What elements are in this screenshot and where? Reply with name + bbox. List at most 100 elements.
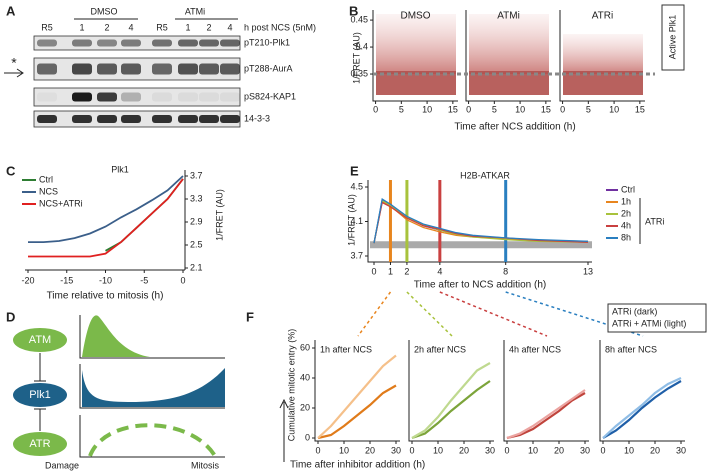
scatter-cloud <box>376 14 456 75</box>
plot-title: DMSO <box>401 11 431 22</box>
x-tick-label: 10 <box>624 445 634 455</box>
line <box>373 199 589 244</box>
x-tick-label: 10 <box>339 445 349 455</box>
x-tick-label: 0 <box>180 275 185 285</box>
plot-title: ATMi <box>497 11 520 22</box>
legend-label: NCS+ATRi <box>39 198 83 208</box>
x-tick-label: -15 <box>60 275 73 285</box>
line <box>28 175 184 243</box>
x-tick-label: -10 <box>99 275 112 285</box>
x-axis-label: Time after NCS addition (h) <box>454 122 575 133</box>
group-label: DMSO <box>91 6 118 16</box>
x-tick-label: 0 <box>466 104 471 114</box>
plk1-activity <box>82 368 225 407</box>
node-label: ATM <box>29 334 51 346</box>
y-tick-label: 3.7 <box>350 250 363 260</box>
blot-band <box>97 115 117 123</box>
axis <box>79 415 225 458</box>
marker: * <box>11 55 17 71</box>
axis <box>465 10 551 102</box>
legend-label: 1h <box>621 196 631 206</box>
connector <box>357 291 392 337</box>
badge-label: Active Plk1 <box>667 15 677 60</box>
blot-band <box>199 115 219 123</box>
blot-band <box>121 92 141 102</box>
axis <box>372 10 458 102</box>
x-tick-label: 4 <box>437 266 442 276</box>
x-axis-label: Time relative to mitosis (h) <box>47 291 164 302</box>
blot-band <box>121 63 141 75</box>
x-tick-label: 8 <box>503 266 508 276</box>
arrow <box>4 68 24 78</box>
blot-band <box>152 63 172 75</box>
blot-label: pS824-KAP1 <box>244 91 296 101</box>
blot-band <box>37 63 57 75</box>
atr-node <box>13 432 67 456</box>
y-tick-label: 3.3 <box>190 193 203 203</box>
x-tick-label: 30 <box>391 445 401 455</box>
blot-band <box>178 92 198 102</box>
legend-box <box>607 303 707 333</box>
panel-label: E <box>350 163 359 178</box>
line <box>105 178 184 252</box>
blot-band <box>97 92 117 102</box>
x-tick-label: 20 <box>554 445 564 455</box>
lane-label: 1 <box>79 22 84 32</box>
atm-node <box>13 328 67 352</box>
y-tick-label: 20 <box>300 402 310 412</box>
scatter-dense <box>469 71 549 95</box>
lane-label: 1 <box>185 22 190 32</box>
x-tick-label: -5 <box>140 275 148 285</box>
axis <box>503 340 589 442</box>
line <box>317 354 397 439</box>
blot-band <box>121 115 141 123</box>
blot-label: pT210-Plk1 <box>244 37 290 47</box>
plot-title: 1h after NCS <box>320 344 372 354</box>
x-tick-label: 5 <box>492 104 497 114</box>
panel-label: F <box>246 309 254 324</box>
axis <box>599 340 685 442</box>
legend-group: ATRi <box>645 216 664 226</box>
axis-label: Mitosis <box>191 460 220 470</box>
blot-band <box>152 39 172 47</box>
y-tick-label: 40 <box>300 372 310 382</box>
scatter-cloud <box>469 14 549 75</box>
legend-label: 8h <box>621 232 631 242</box>
x-tick-label: 30 <box>580 445 590 455</box>
plk1-node <box>13 383 67 407</box>
x-tick-label: 10 <box>609 104 619 114</box>
legend-label: NCS <box>39 186 58 196</box>
legend-label: ATRi (dark) <box>612 306 657 316</box>
blot-label: 14-3-3 <box>244 113 270 123</box>
line <box>602 377 682 439</box>
blot-band <box>37 39 57 47</box>
axis <box>559 10 645 102</box>
line <box>506 389 586 440</box>
y-axis-label: 1/FRET (AU) <box>346 194 356 246</box>
blot-label: pT288-AurA <box>244 63 293 73</box>
blot-band <box>121 39 141 47</box>
lane-label: 2 <box>206 22 211 32</box>
blot-band <box>152 115 172 123</box>
y-tick-label: 2.1 <box>190 262 203 272</box>
lane-label: 2 <box>104 22 109 32</box>
x-tick-label: 10 <box>433 445 443 455</box>
blot-band <box>220 92 240 102</box>
x-tick-label: 0 <box>504 445 509 455</box>
x-tick-label: 20 <box>459 445 469 455</box>
node-label: Plk1 <box>29 389 50 401</box>
blot-band <box>37 92 57 102</box>
panel-label: B <box>349 3 358 18</box>
x-tick-label: 15 <box>448 104 458 114</box>
legend-label: ATRi + ATMi (light) <box>612 318 686 328</box>
atr-activity <box>88 423 217 458</box>
blot-band <box>220 63 240 75</box>
blot-band <box>178 39 198 47</box>
plot-title: 8h after NCS <box>605 344 657 354</box>
badge-box <box>661 4 685 71</box>
x-tick-label: 15 <box>635 104 645 114</box>
line <box>411 362 491 439</box>
x-tick-label: 0 <box>600 445 605 455</box>
y-axis-label: 1/FRET (AU) <box>214 189 224 241</box>
